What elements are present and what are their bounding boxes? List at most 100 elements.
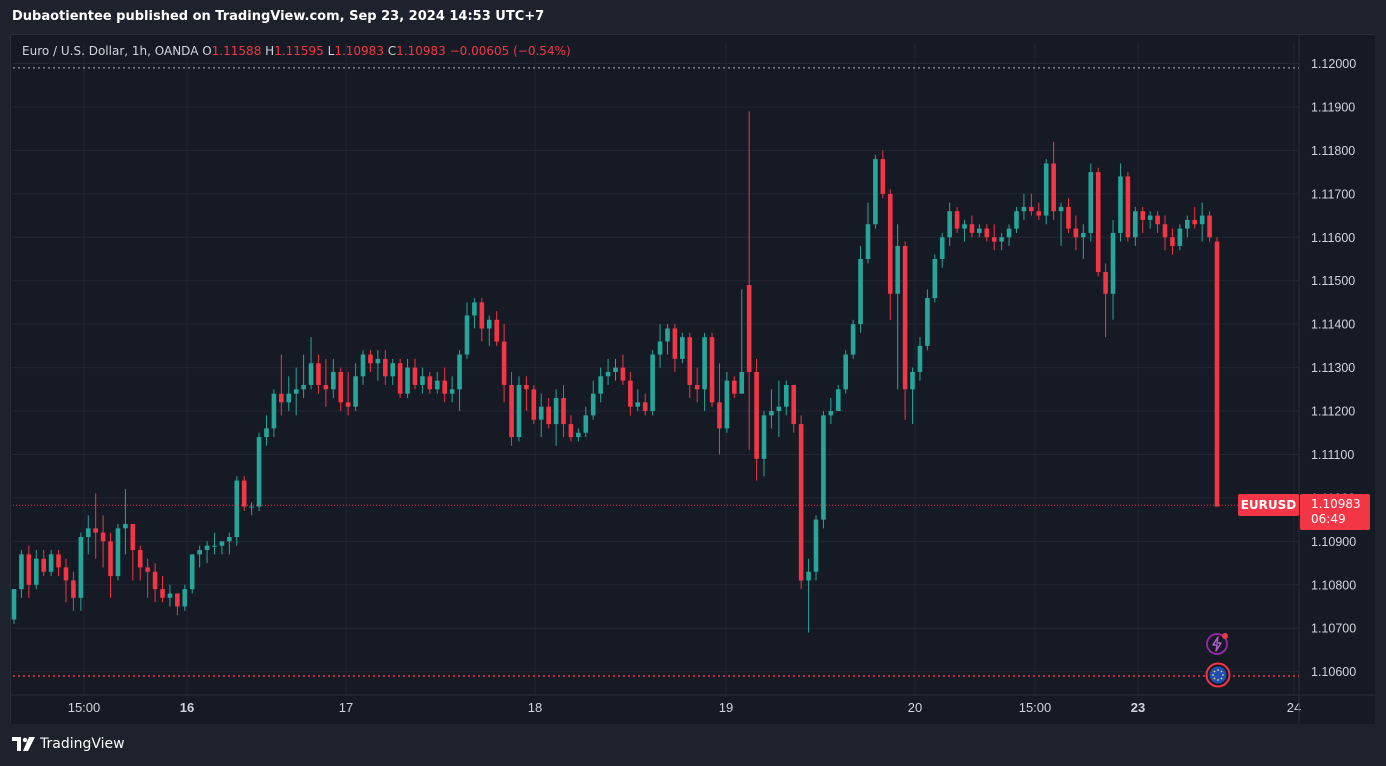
candle-body <box>576 432 581 438</box>
ohlc-legend: Euro / U.S. Dollar, 1h, OANDA O1.11588 H… <box>22 44 571 58</box>
x-tick-label: 24 <box>1287 700 1301 715</box>
candle-body <box>449 389 455 394</box>
candle-body <box>538 406 544 420</box>
candle-body <box>739 371 745 394</box>
candle-body <box>1081 232 1086 238</box>
symbol-price-label: EURUSD <box>1238 494 1299 516</box>
candle-body <box>115 528 121 577</box>
candle-body <box>531 389 537 420</box>
candle-body <box>197 550 202 555</box>
legend-high-value: 1.11595 <box>274 44 324 58</box>
candle-body <box>1199 215 1205 225</box>
candle-body <box>880 159 886 194</box>
x-tick-label: 19 <box>719 700 733 715</box>
candle-body <box>850 324 856 355</box>
candle-body <box>1066 206 1071 229</box>
candle-body <box>316 363 321 385</box>
lightning-icon[interactable] <box>1205 632 1229 656</box>
candle-body <box>977 228 982 233</box>
candle-body <box>947 211 952 238</box>
candle-body <box>761 415 767 459</box>
last-price-tag: 1.10983 06:49 <box>1300 494 1370 530</box>
legend-close-value: 1.10983 <box>396 44 446 58</box>
y-tick-label: 1.11500 <box>1311 274 1355 288</box>
candle-body <box>33 558 39 585</box>
candle-body <box>583 415 589 433</box>
candle-body <box>234 480 240 537</box>
candle-body <box>1029 206 1034 212</box>
candle-body <box>1147 215 1153 220</box>
candle-body <box>48 554 54 572</box>
candle-body <box>1162 224 1168 238</box>
eu-flag-icon[interactable] <box>1205 662 1231 688</box>
candle-body <box>182 589 188 607</box>
candle-body <box>345 402 351 407</box>
candle-body <box>991 237 997 242</box>
candle-body <box>568 424 574 438</box>
candle-body <box>212 545 217 547</box>
candle-body <box>962 224 967 229</box>
candle-body <box>598 376 603 394</box>
candle-body <box>702 337 707 390</box>
legend-symbol: Euro / U.S. Dollar, 1h, OANDA <box>22 44 199 58</box>
candle-body <box>189 554 195 590</box>
price-chart[interactable]: 1.12000 1.11900 1.11800 1.11700 1.11600 1.115… <box>11 35 1375 724</box>
brand-name: TradingView <box>40 736 125 752</box>
candle-body <box>1177 228 1183 246</box>
candle-body <box>1110 232 1116 294</box>
chart-frame[interactable]: 1.12000 1.11900 1.11800 1.11700 1.11600 1.115… <box>10 34 1375 724</box>
candle-body <box>457 354 462 390</box>
candle-body <box>71 580 76 598</box>
y-tick-label: 1.11900 <box>1311 100 1355 114</box>
candle-body <box>650 354 655 412</box>
candle-body <box>405 367 410 394</box>
candle-body <box>821 415 826 520</box>
candle-body <box>501 341 507 385</box>
candle-body <box>390 363 396 377</box>
candle-body <box>813 519 819 572</box>
candle-body <box>939 237 945 259</box>
candle-body <box>434 380 440 390</box>
candle-body <box>271 393 277 429</box>
candle-body <box>769 411 774 416</box>
candle-body <box>145 567 150 572</box>
candle-body <box>264 428 269 438</box>
candle-body <box>1088 172 1094 233</box>
publish-header: Dubaotientee published on TradingView.co… <box>12 9 545 24</box>
candle-body <box>279 393 284 403</box>
candle-body <box>858 259 863 325</box>
candle-body <box>56 554 61 568</box>
tradingview-brand[interactable]: TradingView <box>12 736 125 752</box>
candle-body <box>301 384 306 390</box>
candle-body <box>1095 172 1101 273</box>
candle-body <box>613 367 618 372</box>
candle-body <box>605 371 611 377</box>
legend-low-label: L <box>327 44 335 58</box>
y-tick-label: 1.11700 <box>1311 187 1355 201</box>
x-tick-label: 15:00 <box>1019 700 1052 715</box>
x-tick-label: 17 <box>339 700 353 715</box>
candle-body <box>227 537 232 542</box>
y-tick-label: 1.11400 <box>1311 318 1355 332</box>
candle-body <box>256 437 262 507</box>
candle-body <box>999 237 1004 242</box>
candle-body <box>1043 163 1049 216</box>
candle-body <box>479 302 485 329</box>
candle-body <box>397 363 403 394</box>
candle-body <box>137 550 143 568</box>
candle-body <box>382 358 388 377</box>
candle-body <box>635 402 641 407</box>
candle-body <box>932 259 938 299</box>
candle-body <box>442 380 448 394</box>
candle-body <box>486 319 492 329</box>
candle-body <box>123 523 128 529</box>
candle-body <box>19 554 24 590</box>
candle-body <box>680 337 685 359</box>
candle-body <box>1140 211 1146 220</box>
candle-body <box>360 354 366 377</box>
candle-body <box>516 384 522 438</box>
candle-body <box>910 371 915 390</box>
candle-body <box>108 541 113 577</box>
candle-body <box>1073 228 1079 238</box>
candle-body <box>672 328 678 359</box>
